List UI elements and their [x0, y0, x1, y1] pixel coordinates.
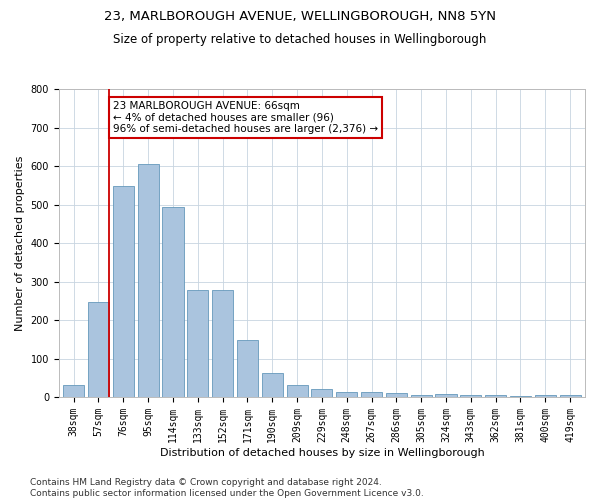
- Bar: [137, 164, 158, 397]
- Bar: [410, 395, 432, 397]
- Y-axis label: Number of detached properties: Number of detached properties: [15, 156, 25, 331]
- X-axis label: Distribution of detached houses by size in Wellingborough: Distribution of detached houses by size …: [160, 448, 484, 458]
- Bar: [485, 394, 506, 397]
- Bar: [336, 392, 357, 397]
- Bar: [560, 396, 581, 397]
- Bar: [386, 392, 407, 397]
- Text: 23 MARLBOROUGH AVENUE: 66sqm
← 4% of detached houses are smaller (96)
96% of sem: 23 MARLBOROUGH AVENUE: 66sqm ← 4% of det…: [113, 101, 378, 134]
- Bar: [163, 208, 184, 397]
- Bar: [113, 186, 134, 397]
- Bar: [361, 392, 382, 397]
- Bar: [63, 384, 84, 397]
- Bar: [436, 394, 457, 397]
- Bar: [262, 373, 283, 397]
- Bar: [88, 302, 109, 397]
- Bar: [535, 395, 556, 397]
- Bar: [510, 396, 531, 397]
- Bar: [460, 396, 481, 397]
- Bar: [311, 390, 332, 397]
- Text: Size of property relative to detached houses in Wellingborough: Size of property relative to detached ho…: [113, 32, 487, 46]
- Bar: [187, 290, 208, 397]
- Text: Contains HM Land Registry data © Crown copyright and database right 2024.
Contai: Contains HM Land Registry data © Crown c…: [30, 478, 424, 498]
- Bar: [287, 386, 308, 397]
- Text: 23, MARLBOROUGH AVENUE, WELLINGBOROUGH, NN8 5YN: 23, MARLBOROUGH AVENUE, WELLINGBOROUGH, …: [104, 10, 496, 23]
- Bar: [212, 290, 233, 397]
- Bar: [237, 340, 258, 397]
